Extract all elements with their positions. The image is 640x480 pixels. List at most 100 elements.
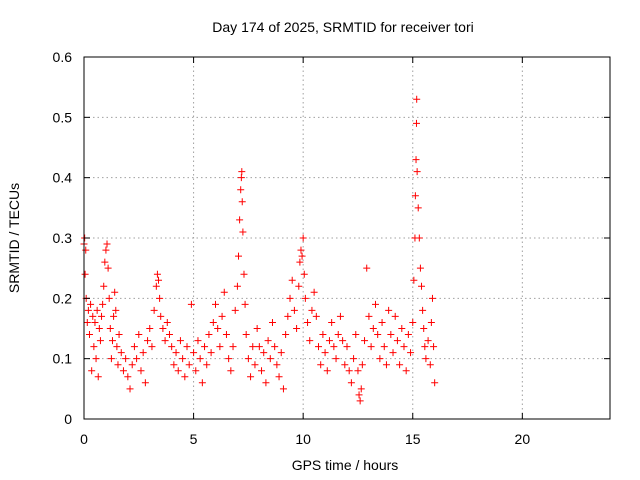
data-point	[106, 325, 114, 332]
data-point	[371, 300, 379, 308]
data-point	[339, 337, 347, 345]
data-point	[203, 361, 211, 369]
data-point	[100, 282, 108, 290]
data-point	[148, 343, 156, 351]
y-tick-label: 0.6	[53, 49, 73, 65]
data-point	[225, 355, 233, 363]
data-point	[424, 337, 432, 345]
data-point	[198, 379, 206, 387]
data-point	[271, 343, 279, 351]
data-point	[214, 325, 222, 332]
data-point	[412, 156, 420, 164]
data-point	[251, 361, 259, 369]
data-point	[310, 288, 318, 296]
data-point	[347, 379, 355, 387]
data-point	[172, 349, 180, 357]
data-point	[101, 258, 109, 266]
data-point	[229, 343, 237, 351]
data-point	[81, 270, 89, 278]
data-point	[205, 331, 213, 339]
data-point	[255, 343, 263, 351]
data-point	[235, 252, 243, 260]
data-point	[284, 312, 292, 320]
data-point	[190, 349, 198, 357]
data-point	[253, 325, 261, 332]
data-point	[350, 355, 358, 363]
data-points	[80, 95, 439, 405]
data-point	[104, 264, 112, 272]
axis-ticks	[83, 56, 610, 420]
data-point	[176, 337, 184, 345]
data-point	[306, 337, 314, 345]
data-point	[126, 385, 134, 393]
data-point	[87, 300, 95, 308]
x-tick-label: 5	[190, 431, 198, 447]
data-point	[282, 331, 290, 339]
data-point	[258, 367, 266, 375]
data-point	[416, 264, 424, 272]
data-point	[85, 331, 93, 339]
data-point	[90, 343, 98, 351]
data-point	[328, 318, 336, 326]
data-point	[330, 343, 338, 351]
data-point	[82, 246, 90, 254]
data-point	[411, 192, 419, 200]
data-point	[119, 367, 127, 375]
data-point	[407, 349, 415, 357]
data-point	[376, 355, 384, 363]
data-point	[385, 306, 393, 314]
data-point	[103, 240, 111, 248]
data-point	[95, 325, 103, 332]
data-point	[409, 318, 417, 326]
data-point	[111, 288, 119, 296]
data-point	[260, 349, 268, 357]
data-point	[336, 312, 344, 320]
data-point	[286, 294, 294, 302]
data-point	[240, 270, 248, 278]
data-point	[357, 385, 365, 393]
data-point	[194, 337, 202, 345]
data-point	[93, 306, 101, 314]
data-point	[237, 174, 245, 182]
data-point	[83, 318, 91, 326]
data-point	[332, 355, 340, 363]
data-point	[146, 325, 154, 332]
data-point	[163, 318, 171, 326]
data-point	[139, 349, 147, 357]
data-point	[365, 312, 373, 320]
data-point	[89, 312, 97, 320]
data-point	[241, 300, 249, 308]
data-point	[317, 361, 325, 369]
data-point	[420, 325, 428, 332]
data-point	[415, 234, 423, 242]
data-point	[113, 343, 121, 351]
data-point	[275, 373, 283, 381]
data-point	[201, 343, 209, 351]
data-point	[92, 355, 100, 363]
data-point	[426, 361, 434, 369]
data-point	[153, 270, 161, 278]
data-point	[244, 355, 252, 363]
data-point	[387, 331, 395, 339]
y-tick-label: 0.2	[53, 290, 73, 306]
data-point	[374, 331, 382, 339]
data-point	[135, 331, 143, 339]
data-point	[413, 95, 421, 103]
data-point	[98, 312, 106, 320]
data-point	[412, 119, 420, 127]
x-tick-label: 15	[405, 431, 421, 447]
data-point	[130, 343, 138, 351]
data-point	[161, 337, 169, 345]
data-point	[325, 337, 333, 345]
data-point	[341, 361, 349, 369]
data-point	[288, 276, 296, 284]
data-point	[400, 343, 408, 351]
y-tick-label: 0.1	[53, 351, 73, 367]
data-point	[114, 361, 122, 369]
y-tick-label: 0.4	[53, 170, 73, 186]
data-point	[389, 349, 397, 357]
data-point	[181, 373, 189, 381]
data-point	[187, 300, 195, 308]
data-point	[168, 343, 176, 351]
data-point	[396, 361, 404, 369]
